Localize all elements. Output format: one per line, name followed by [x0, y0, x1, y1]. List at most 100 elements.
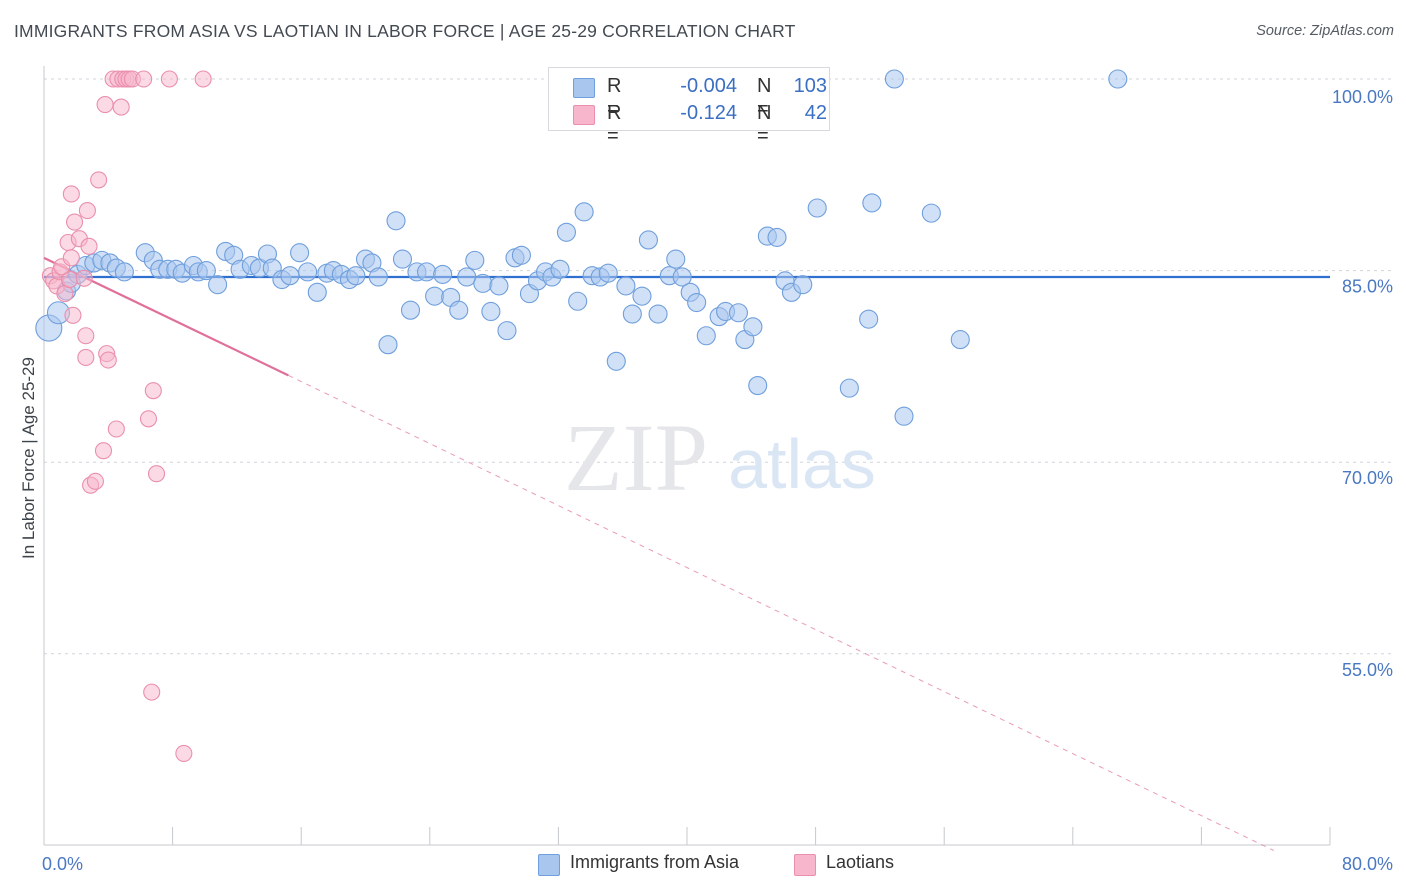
source-label: Source: ZipAtlas.com	[1256, 23, 1394, 39]
point-asia	[208, 275, 228, 295]
point-asia	[793, 275, 813, 295]
point-laotians	[86, 472, 104, 490]
legend-r-label: R =	[607, 75, 622, 120]
point-laotians	[160, 70, 178, 88]
y-tick-label: 100.0%	[1332, 87, 1393, 107]
legend-n-value: 103	[793, 75, 827, 97]
point-asia	[839, 378, 859, 398]
x-tick-label: 80.0%	[1342, 854, 1393, 874]
point-asia	[465, 250, 485, 270]
point-laotians	[90, 171, 108, 189]
point-asia	[859, 309, 879, 329]
legend-swatch-laotians	[573, 105, 595, 125]
point-laotians	[62, 249, 80, 267]
chart-title: IMMIGRANTS FROM ASIA VS LAOTIAN IN LABOR…	[14, 21, 796, 41]
point-asia	[638, 230, 658, 250]
point-asia	[748, 376, 768, 396]
legend-n-label: N =	[757, 75, 772, 120]
bottom-legend-label-asia: Immigrants from Asia	[570, 852, 740, 872]
point-asia	[666, 249, 686, 269]
legend-r-label: R =	[607, 102, 622, 147]
point-asia	[417, 262, 437, 282]
point-asia	[672, 267, 692, 287]
trend-lines	[43, 256, 1330, 851]
point-asia	[568, 291, 588, 311]
point-asia	[556, 222, 576, 242]
point-laotians	[65, 213, 84, 231]
point-asia	[457, 267, 477, 287]
point-asia	[606, 351, 626, 371]
point-asia	[433, 264, 453, 284]
point-asia	[696, 326, 716, 346]
point-asia	[598, 263, 618, 283]
legend-swatch-asia	[573, 78, 595, 98]
point-asia	[386, 211, 406, 231]
data-points	[35, 69, 1128, 762]
point-asia	[894, 406, 914, 426]
point-laotians	[75, 269, 93, 287]
point-asia	[511, 245, 531, 265]
point-asia	[280, 266, 300, 286]
point-asia	[807, 198, 827, 218]
point-asia	[290, 243, 310, 263]
correlation-legend: R = -0.004 N = 103 R = -0.124 N = 42	[548, 67, 830, 147]
point-laotians	[77, 327, 95, 345]
point-laotians	[99, 351, 117, 369]
watermark-zip: ZIP	[564, 404, 708, 511]
point-asia	[648, 304, 668, 324]
point-asia	[1108, 69, 1128, 89]
legend-r-value: -0.004	[680, 75, 737, 97]
legend-n-label: N =	[757, 102, 772, 147]
point-asia	[921, 203, 941, 223]
point-asia	[425, 286, 445, 306]
point-laotians	[94, 442, 113, 460]
point-asia	[616, 276, 636, 296]
point-asia	[743, 317, 763, 337]
point-asia	[632, 286, 652, 306]
point-asia	[950, 330, 970, 350]
point-asia	[307, 282, 327, 302]
point-asia	[622, 304, 642, 324]
point-laotians	[147, 465, 166, 483]
point-laotians	[77, 348, 95, 367]
point-asia	[392, 249, 413, 269]
y-tick-label: 85.0%	[1342, 277, 1393, 297]
point-laotians	[96, 95, 114, 114]
y-tick-label: 70.0%	[1342, 468, 1393, 488]
point-laotians	[62, 185, 80, 203]
point-asia	[767, 227, 787, 247]
point-asia	[298, 262, 318, 282]
point-asia	[473, 273, 493, 293]
y-tick-label: 55.0%	[1342, 660, 1393, 680]
gridlines	[44, 78, 1392, 655]
point-laotians	[135, 70, 153, 88]
point-asia	[481, 301, 501, 322]
point-laotians	[175, 744, 193, 762]
point-laotians	[194, 70, 212, 88]
point-asia	[368, 267, 388, 287]
bottom-legend-swatch-asia	[538, 854, 560, 876]
tick-labels: 100.0% 85.0% 70.0% 55.0% 0.0% 80.0%	[42, 87, 1393, 874]
point-asia	[550, 259, 570, 279]
watermark-atlas: atlas	[728, 425, 876, 503]
point-laotians	[139, 410, 158, 428]
point-laotians	[144, 382, 162, 400]
point-asia	[196, 261, 216, 281]
point-asia	[449, 300, 469, 320]
point-asia	[114, 262, 134, 282]
point-asia	[574, 202, 594, 222]
axes	[43, 66, 1331, 846]
point-asia	[728, 303, 748, 323]
point-laotians	[64, 306, 82, 324]
trend-line-laotians-extrapolated	[288, 374, 1274, 851]
legend-n-value: 42	[804, 102, 827, 124]
point-laotians	[143, 683, 161, 701]
bottom-legend-swatch-laotians	[794, 854, 816, 876]
x-tick-label: 0.0%	[42, 854, 83, 874]
point-laotians	[107, 420, 125, 438]
point-asia	[862, 193, 882, 213]
bottom-legend-label-laotians: Laotians	[826, 852, 895, 872]
legend-r-value: -0.124	[680, 102, 737, 124]
point-laotians	[80, 237, 98, 255]
point-asia	[489, 276, 509, 296]
